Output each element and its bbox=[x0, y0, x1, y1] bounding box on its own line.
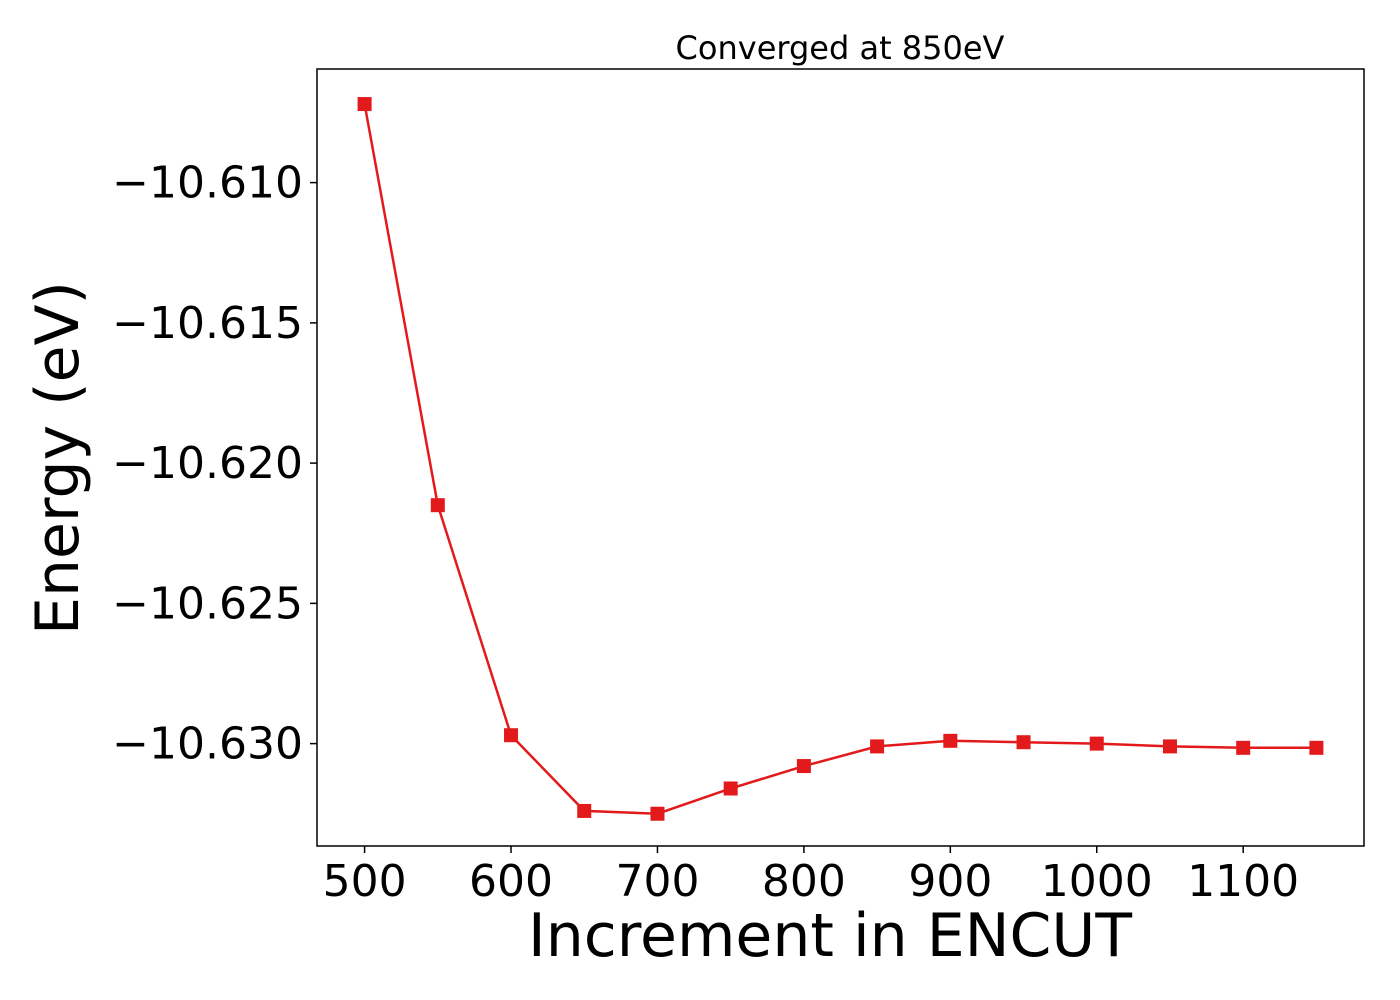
data-point bbox=[943, 733, 958, 748]
data-point bbox=[723, 781, 738, 796]
x-tick-label: 500 bbox=[323, 856, 407, 907]
y-axis-label: Energy (eV) bbox=[23, 281, 93, 635]
x-tick-label: 700 bbox=[615, 856, 699, 907]
x-tick-label: 900 bbox=[908, 856, 992, 907]
y-tick-label: −10.620 bbox=[112, 438, 303, 489]
chart-title: Converged at 850eV bbox=[676, 29, 1005, 67]
x-tick-label: 1000 bbox=[1041, 856, 1153, 907]
data-point bbox=[796, 759, 811, 774]
plot-frame bbox=[316, 68, 1365, 847]
data-point bbox=[870, 739, 885, 754]
x-tick-label: 600 bbox=[469, 856, 553, 907]
data-point bbox=[1236, 740, 1251, 755]
x-tick-label: 1100 bbox=[1187, 856, 1299, 907]
y-tick-label: −10.625 bbox=[112, 578, 303, 629]
series-line bbox=[363, 103, 1317, 815]
x-axis-label: Increment in ENCUT bbox=[528, 901, 1132, 971]
data-point bbox=[1162, 739, 1177, 754]
data-point bbox=[357, 97, 372, 112]
data-point bbox=[1016, 735, 1031, 750]
data-series bbox=[357, 97, 1324, 821]
y-tick-label: −10.610 bbox=[112, 158, 303, 209]
x-tick-label: 800 bbox=[762, 856, 846, 907]
data-point bbox=[1309, 740, 1324, 755]
data-point bbox=[577, 803, 592, 818]
data-point bbox=[1089, 736, 1104, 751]
y-axis: −10.610 −10.615 −10.620 −10.625 −10.630 bbox=[112, 158, 317, 770]
data-point bbox=[504, 728, 519, 743]
y-tick-label: −10.630 bbox=[112, 719, 303, 770]
y-tick-label: −10.615 bbox=[112, 298, 303, 349]
x-axis: 500 600 700 800 900 1000 1100 bbox=[323, 846, 1299, 907]
data-point bbox=[430, 498, 445, 513]
data-point bbox=[650, 806, 665, 821]
